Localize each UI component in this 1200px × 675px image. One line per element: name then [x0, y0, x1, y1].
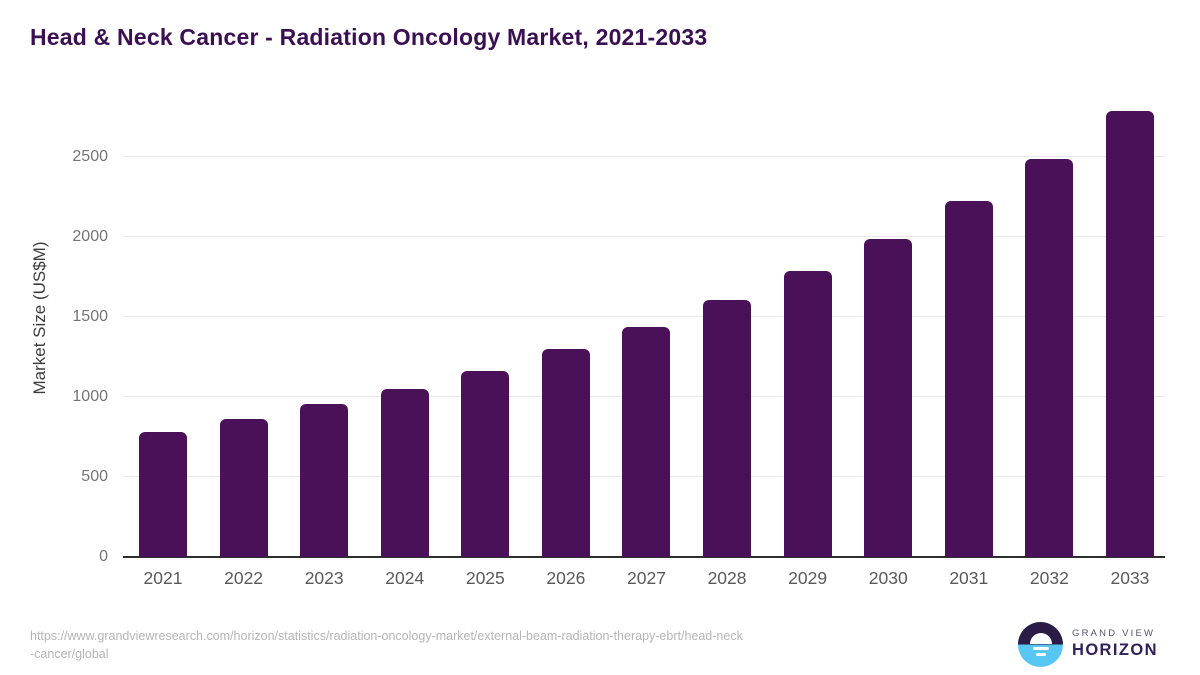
source-url-line1: https://www.grandviewresearch.com/horizo…: [30, 629, 743, 643]
x-tick-label-2027: 2027: [627, 568, 666, 588]
y-tick-label-1000: 1000: [72, 388, 108, 405]
bar-2025: [461, 370, 510, 557]
sun-dome-shape: [1029, 633, 1052, 644]
gridline-1500: [123, 316, 1165, 317]
bar-2031: [944, 201, 993, 557]
x-axis-line: [123, 556, 1165, 558]
x-tick-label-2021: 2021: [143, 568, 183, 588]
x-tick-label-2030: 2030: [868, 568, 908, 588]
reflection-dash: [1032, 646, 1049, 650]
x-tick-label-2025: 2025: [465, 568, 505, 588]
y-tick-label-1500: 1500: [72, 308, 108, 325]
y-tick-label-2000: 2000: [72, 228, 108, 245]
bar-2032: [1025, 159, 1074, 557]
gridline-2500: [123, 156, 1165, 157]
logo-text-horizon: HORIZON: [1072, 641, 1158, 659]
bar-2024: [380, 389, 429, 557]
y-axis-tick-labels: 0 500 1000 1500 2000 2500: [0, 0, 113, 675]
source-url-line2: -cancer/global: [30, 646, 109, 661]
reflection-dash: [1035, 652, 1046, 656]
x-tick-label-2032: 2032: [1029, 568, 1069, 588]
y-tick-label-0: 0: [99, 548, 108, 565]
bar-2033: [1105, 110, 1154, 557]
gridline-2000: [123, 236, 1165, 237]
bar-2030: [864, 238, 913, 557]
logo-text-grand-view: GRAND VIEW: [1072, 628, 1156, 639]
bar-2026: [541, 349, 590, 557]
y-tick-label-500: 500: [81, 468, 108, 485]
bar-2027: [622, 326, 671, 557]
source-url: https://www.grandviewresearch.com/horizo…: [30, 628, 940, 664]
grand-view-horizon-logo: GRAND VIEW HORIZON: [1018, 621, 1158, 667]
x-tick-label-2023: 2023: [304, 568, 344, 588]
horizon-sun-icon: [1018, 621, 1063, 667]
bar-2022: [219, 418, 268, 557]
bar-2021: [139, 432, 187, 557]
y-tick-label-2500: 2500: [72, 148, 108, 165]
logo-text: GRAND VIEW HORIZON: [1072, 628, 1158, 660]
bar-2028: [703, 300, 752, 557]
bar-chart-plot-area: [123, 97, 1165, 558]
x-tick-label-2033: 2033: [1110, 568, 1150, 588]
chart-title: Head & Neck Cancer - Radiation Oncology …: [30, 24, 708, 50]
bar-2029: [783, 271, 832, 557]
x-tick-label-2029: 2029: [788, 568, 828, 588]
x-tick-label-2028: 2028: [707, 568, 747, 588]
bar-2023: [300, 404, 349, 557]
x-tick-label-2022: 2022: [224, 568, 264, 588]
x-tick-label-2031: 2031: [949, 568, 989, 588]
x-tick-label-2024: 2024: [385, 568, 425, 588]
x-tick-label-2026: 2026: [546, 568, 586, 588]
